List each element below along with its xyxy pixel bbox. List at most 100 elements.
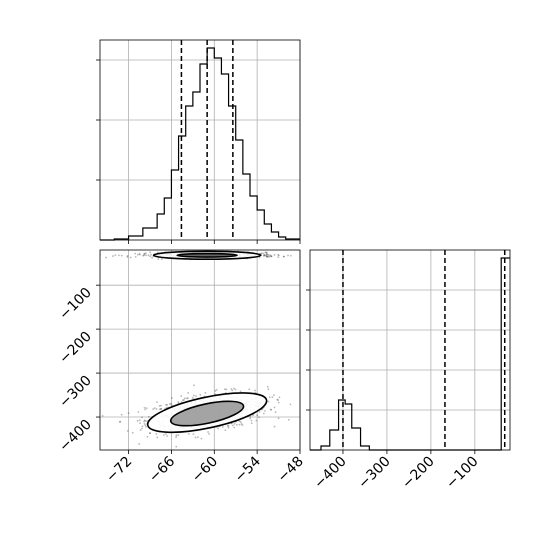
scatter-point [126,429,129,432]
scatter-point [273,425,276,428]
scatter-point [160,408,162,410]
x-tick-label: −72 [103,454,135,486]
scatter-point [271,396,274,399]
density-contour [169,400,245,427]
scatter-point [144,408,147,411]
density-contour [176,252,238,258]
scatter-point [266,385,269,388]
scatter-point [225,388,228,391]
scatter-point [254,389,257,392]
scatter-point [256,414,259,417]
scatter-point [258,411,261,413]
scatter-panel: −72 −66 −60 −54 −48 −100 −200 −300 −400 [56,249,314,486]
scatter-point [177,401,180,403]
scatter-point [160,407,163,410]
scatter-point [136,253,139,256]
scatter-point [143,253,146,255]
y-tick-label: −400 [56,417,95,456]
scatter-point [120,413,123,416]
scatter-point [117,254,120,257]
scatter-point [233,426,236,429]
right-histogram: −400 −300 −200 −100 [306,249,511,492]
scatter-point [199,393,202,396]
scatter-point [143,406,146,409]
scatter-point [248,388,251,391]
scatter-point [277,401,280,404]
scatter-point [194,436,197,439]
scatter-point [187,433,190,435]
scatter-point [231,389,234,392]
scatter-point [139,253,141,256]
scatter-point [234,388,237,391]
top-histogram-frame [99,39,301,241]
scatter-point [112,255,114,257]
scatter-frame [99,249,301,451]
scatter-point [196,436,199,438]
scatter-point [235,423,238,426]
scatter-point [147,254,150,257]
histogram-step-line [310,257,510,451]
scatter-point [290,254,292,257]
scatter-point [149,432,151,434]
scatter-point [101,414,104,417]
scatter-point [187,392,190,394]
scatter-point [312,255,314,257]
scatter-point [150,253,152,256]
scatter-point [262,252,265,255]
scatter-point [141,416,143,419]
scatter-point [143,422,146,425]
scatter-point [131,431,134,434]
scatter-point [265,251,268,254]
scatter-point [221,426,224,428]
scatter-point [264,410,266,412]
scatter-contours [146,250,268,434]
scatter-point [145,254,147,257]
scatter-point [143,254,145,257]
scatter-point [304,255,306,257]
scatter-point [238,420,241,422]
scatter-point [166,435,169,437]
scatter-point [147,415,150,418]
scatter-point [258,416,260,419]
scatter-point [165,403,167,406]
scatter-point [270,409,273,411]
scatter-point [224,429,227,432]
scatter-point [249,417,252,420]
scatter-point [160,258,163,261]
scatter-point [149,251,152,254]
scatter-point [195,395,197,398]
scatter-point [231,424,234,427]
scatter-point [224,388,226,391]
scatter-point [204,391,207,394]
scatter-point [282,255,285,258]
scatter-point [233,387,235,390]
scatter-point [168,403,171,405]
scatter-point [144,420,147,423]
scatter-point [141,427,143,430]
scatter-point [277,256,280,259]
scatter-point [175,445,178,448]
scatter-point [146,435,149,438]
scatter-point [273,254,276,256]
scatter-point [186,397,189,399]
scatter-point [262,254,265,257]
scatter-point [165,406,168,409]
scatter-point [138,443,141,445]
scatter-point [266,256,269,258]
scatter-point [233,422,236,425]
scatter-point [250,419,253,422]
scatter-point [227,425,230,427]
scatter-point [215,388,218,391]
scatter-point [153,407,156,410]
scatter-point [277,254,280,257]
scatter-point [137,411,140,413]
scatter-point [240,423,243,425]
scatter-point [159,404,162,407]
scatter-point [265,251,268,254]
y-tick-label: −300 [56,373,95,412]
scatter-point [118,420,121,423]
scatter-point [155,432,158,435]
scatter-point [170,402,172,405]
